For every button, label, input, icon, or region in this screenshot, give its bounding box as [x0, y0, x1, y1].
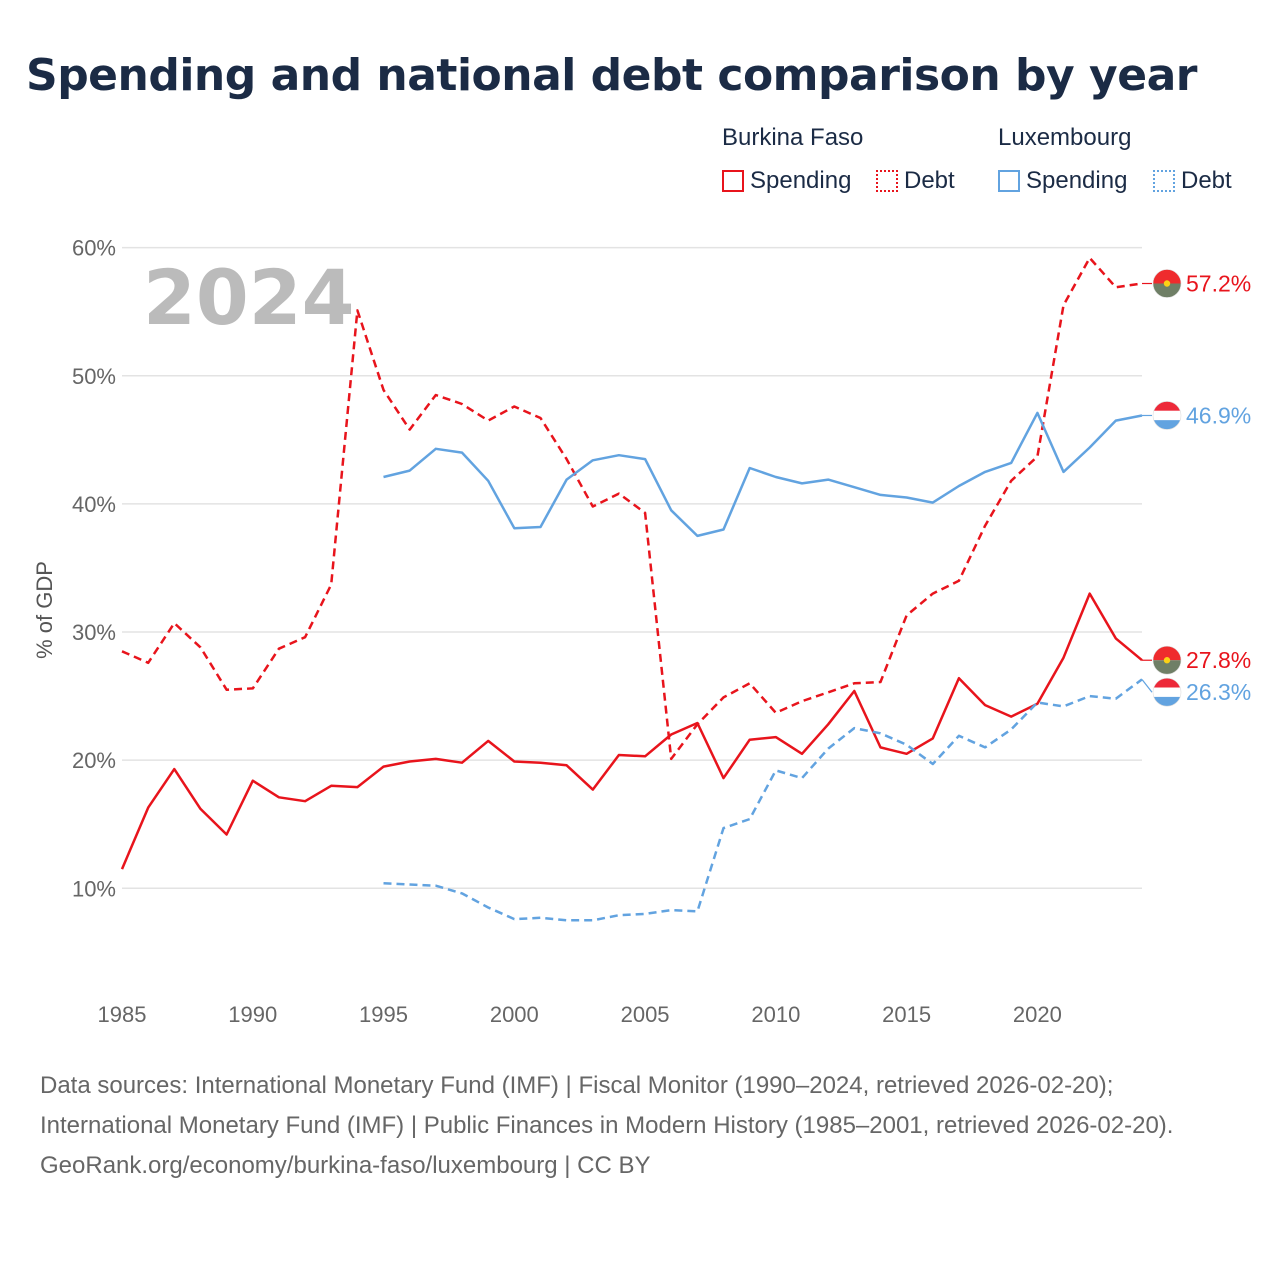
y-tick-label: 60% [72, 236, 116, 261]
series-line-luxembourg-spending[interactable] [383, 411, 1143, 538]
x-tick-label: 2015 [882, 1002, 931, 1027]
x-tick-label: 1995 [359, 1002, 408, 1027]
legend-label: Spending [750, 167, 852, 194]
burkina-faso-flag-icon [1153, 646, 1181, 675]
x-tick-label: 2020 [1013, 1002, 1062, 1027]
end-value-label: 57.2% [1186, 271, 1251, 297]
end-label-luxembourg-spending: 46.9% [1142, 401, 1251, 430]
legend-swatch-dotted [1153, 170, 1175, 192]
credit-link[interactable]: GeoRank.org/economy/burkina-faso/luxembo… [40, 1152, 651, 1179]
series-line-burkina-faso-debt[interactable] [121, 256, 1143, 761]
burkina-faso-flag-icon [1153, 269, 1181, 298]
y-tick-label: 40% [72, 492, 116, 517]
y-axis-ticks: 10% 20% 30% 40% 50% 60% [72, 236, 116, 902]
x-tick-label: 1985 [98, 1002, 147, 1027]
x-tick-label: 2000 [490, 1002, 539, 1027]
series-line-burkina-faso-spending[interactable] [120, 592, 1143, 870]
legend-group-luxembourg: Luxembourg [998, 124, 1132, 151]
chart-title: Spending and national debt comparison by… [26, 50, 1197, 101]
end-label-leader [1141, 679, 1153, 693]
series-line-luxembourg-debt[interactable] [383, 678, 1143, 922]
end-labels: 57.2% 46.9% 27.8% 26.3% [1141, 269, 1251, 707]
data-sources: Data sources: International Monetary Fun… [40, 1072, 1174, 1139]
series-lines [120, 256, 1143, 922]
x-axis-ticks: 1985 1990 1995 2000 2005 2010 2015 2020 [98, 1002, 1062, 1027]
legend-label: Debt [904, 167, 955, 194]
x-tick-label: 1990 [228, 1002, 277, 1027]
legend-label: Debt [1181, 167, 1232, 194]
legend-group-burkina-faso: Burkina Faso [722, 124, 864, 151]
year-watermark: 2024 [143, 253, 355, 342]
legend-swatch-solid [998, 170, 1020, 192]
legend-swatch-dotted [876, 170, 898, 192]
luxembourg-flag-icon [1153, 678, 1181, 707]
legend-label: Spending [1026, 167, 1128, 194]
y-tick-label: 10% [72, 876, 116, 901]
end-value-label: 46.9% [1186, 402, 1251, 428]
legend-item-luxembourg-spending[interactable]: Spending [998, 166, 1127, 196]
end-label-burkina-faso-debt: 57.2% [1142, 269, 1251, 298]
legend-item-burkina-faso-spending[interactable]: Spending [722, 166, 851, 196]
footer: Data sources: International Monetary Fun… [40, 1066, 1240, 1186]
end-value-label: 26.3% [1186, 679, 1251, 705]
y-tick-label: 30% [72, 620, 116, 645]
end-label-luxembourg-debt: 26.3% [1141, 677, 1251, 707]
end-value-label: 27.8% [1186, 647, 1251, 673]
y-axis-label: % of GDP [32, 561, 57, 659]
legend-item-luxembourg-debt[interactable]: Debt [1153, 166, 1232, 196]
y-tick-label: 20% [72, 748, 116, 773]
legend-swatch-solid [722, 170, 744, 192]
line-chart: 10% 20% 30% 40% 50% 60% 1985 1990 1995 2000 2005 2… [32, 236, 1251, 1027]
x-tick-label: 2010 [751, 1002, 800, 1027]
end-label-burkina-faso-spending: 27.8% [1142, 645, 1251, 675]
legend-item-burkina-faso-debt[interactable]: Debt [876, 166, 955, 196]
gridlines [122, 246, 1142, 890]
y-tick-label: 50% [72, 364, 116, 389]
x-tick-label: 2005 [621, 1002, 670, 1027]
luxembourg-flag-icon [1153, 401, 1181, 430]
